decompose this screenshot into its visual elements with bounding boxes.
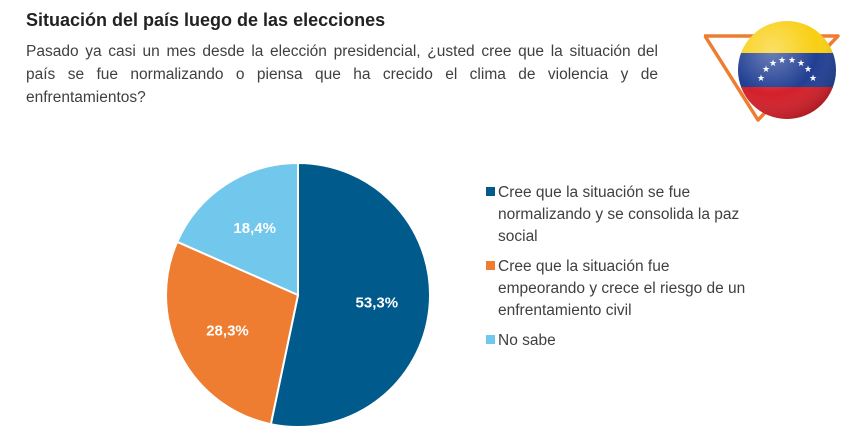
legend-item-worsening: Cree que la situación fue empeorando y c…	[486, 256, 756, 322]
data-label-worsening: 28,3%	[206, 323, 249, 340]
pie-slice-no-sabe	[175, 161, 299, 297]
legend-item-no-sabe: No sabe	[486, 330, 756, 352]
chart-title: Situación del país luego de las eleccion…	[26, 10, 386, 30]
legend-label-normalizing: Cree que la situación se fue normalizand…	[498, 184, 740, 245]
survey-question: Pasado ya casi un mes desde la elección …	[26, 43, 658, 106]
data-label-normalizing: 53,3%	[356, 295, 399, 312]
pie-slice-normalizing	[269, 161, 432, 428]
flag-circle: ★ ★ ★ ★ ★ ★ ★ ★	[738, 21, 836, 119]
legend-swatch-normalizing	[486, 187, 495, 196]
pie-slice-worsening	[165, 240, 300, 426]
legend-item-normalizing: Cree que la situación se fue normalizand…	[486, 182, 756, 248]
pie-chart: 53,3% 28,3% 18,4%	[165, 161, 432, 428]
legend-swatch-no-sabe	[486, 335, 495, 344]
data-label-no-sabe: 18,4%	[233, 220, 276, 237]
legend-label-no-sabe: No sabe	[498, 332, 556, 349]
legend-label-worsening: Cree que la situación fue empeorando y c…	[498, 258, 746, 319]
legend-swatch-worsening	[486, 261, 495, 270]
venezuela-flag-icon: ★ ★ ★ ★ ★ ★ ★ ★	[703, 21, 840, 122]
chart-legend: Cree que la situación se fue normalizand…	[486, 182, 756, 360]
